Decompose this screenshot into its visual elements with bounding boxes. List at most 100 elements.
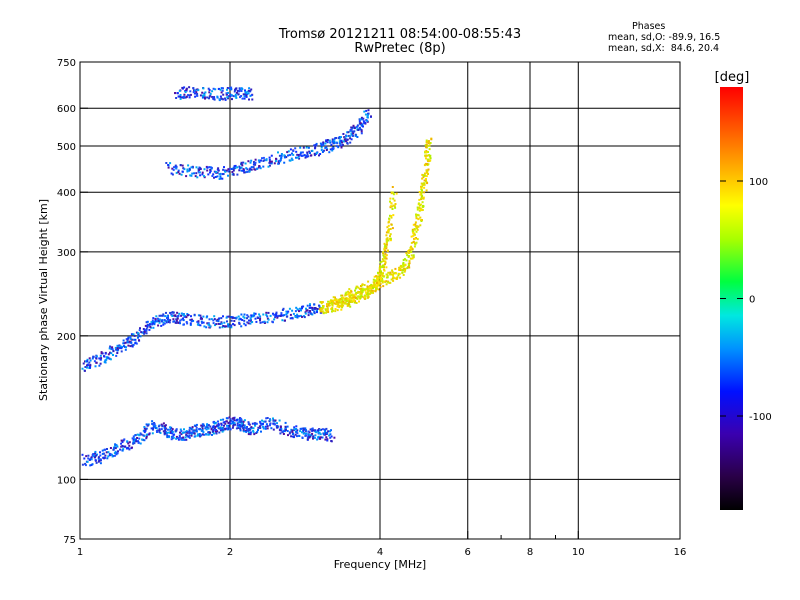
echo-point: [312, 437, 314, 440]
echo-point: [390, 215, 393, 217]
echo-point: [200, 320, 203, 323]
echo-point: [196, 320, 199, 323]
echo-point: [122, 339, 125, 342]
echo-point: [400, 269, 403, 272]
echo-point: [191, 166, 194, 169]
echo-point: [392, 204, 395, 207]
echo-point: [176, 92, 179, 95]
echo-point: [94, 365, 97, 368]
echo-point: [199, 317, 202, 320]
echo-point: [203, 168, 206, 171]
echo-point: [99, 451, 101, 454]
echo-point: [202, 431, 205, 434]
echo-point: [306, 436, 309, 439]
echo-point: [116, 344, 119, 347]
echo-point: [195, 94, 198, 97]
echo-point: [195, 426, 198, 429]
echo-point: [382, 275, 385, 278]
x-tick-label: 1: [77, 547, 83, 558]
echo-point: [222, 315, 224, 318]
echo-point: [191, 426, 194, 429]
echo-point: [302, 432, 305, 435]
echo-point: [223, 325, 226, 328]
echo-point: [227, 168, 230, 171]
echo-point: [354, 296, 357, 299]
echo-point: [358, 126, 361, 129]
echo-point: [86, 363, 89, 366]
echo-point: [299, 146, 302, 149]
echo-point: [422, 183, 425, 186]
echo-point: [94, 459, 97, 462]
echo-point: [380, 279, 383, 282]
echo-point: [217, 423, 220, 426]
echo-point: [162, 313, 165, 316]
echo-point: [140, 433, 143, 436]
echo-point: [329, 300, 332, 303]
echo-point: [211, 175, 214, 177]
echo-point: [143, 431, 146, 434]
echo-point: [344, 137, 347, 140]
echo-point: [124, 445, 127, 448]
echo-point: [329, 430, 331, 433]
echo-point: [221, 426, 224, 429]
echo-point: [186, 434, 188, 437]
echo-point: [386, 276, 389, 279]
echo-point: [246, 168, 249, 171]
echo-point: [420, 187, 423, 189]
x-tick-labels: 1 2 4 6 8 10 16: [77, 547, 687, 558]
echo-point: [270, 162, 273, 165]
echo-point: [372, 287, 374, 289]
echo-point: [290, 435, 293, 438]
echo-point: [143, 332, 146, 335]
echo-point: [381, 266, 384, 269]
echo-point: [338, 299, 341, 302]
echo-point: [322, 432, 325, 435]
echo-point: [303, 154, 306, 157]
echo-point: [413, 228, 416, 230]
echo-point: [411, 257, 414, 260]
echo-point: [287, 154, 289, 157]
echo-point: [108, 454, 111, 457]
colorbar-tick-label: 0: [749, 295, 755, 306]
echo-point: [321, 310, 324, 313]
echo-point: [366, 114, 369, 117]
echo-point: [171, 173, 174, 176]
echo-point: [360, 129, 363, 132]
echo-point: [301, 315, 303, 318]
echo-point: [326, 303, 328, 306]
echo-point: [272, 417, 274, 420]
echo-point: [321, 436, 324, 439]
echo-point: [389, 239, 392, 242]
echo-point: [335, 298, 338, 301]
echo-point: [187, 94, 189, 97]
echo-point: [223, 321, 226, 324]
echo-point: [203, 94, 206, 96]
echo-point: [193, 313, 196, 316]
echo-point: [160, 423, 163, 426]
echo-point: [162, 430, 165, 433]
phases-heading: Phases: [632, 21, 666, 32]
echo-point: [155, 429, 158, 432]
echo-point: [153, 323, 156, 326]
echo-point: [225, 169, 228, 172]
echo-point: [211, 96, 214, 99]
echo-point: [323, 311, 326, 314]
echo-point: [220, 87, 223, 90]
echo-point: [178, 436, 181, 439]
echo-point: [87, 454, 90, 457]
echo-point: [206, 426, 209, 429]
echo-point: [261, 321, 264, 324]
echo-point: [391, 208, 394, 210]
echo-point: [258, 313, 261, 316]
echo-point: [120, 445, 123, 448]
echo-point: [296, 153, 299, 156]
echo-point: [384, 245, 387, 248]
echo-point: [345, 291, 348, 294]
echo-point: [423, 174, 426, 177]
echo-point: [341, 141, 344, 144]
echo-point: [181, 164, 184, 167]
echo-point: [83, 369, 86, 372]
echo-point: [208, 91, 211, 94]
echo-point: [175, 171, 178, 174]
echo-point: [254, 312, 257, 315]
